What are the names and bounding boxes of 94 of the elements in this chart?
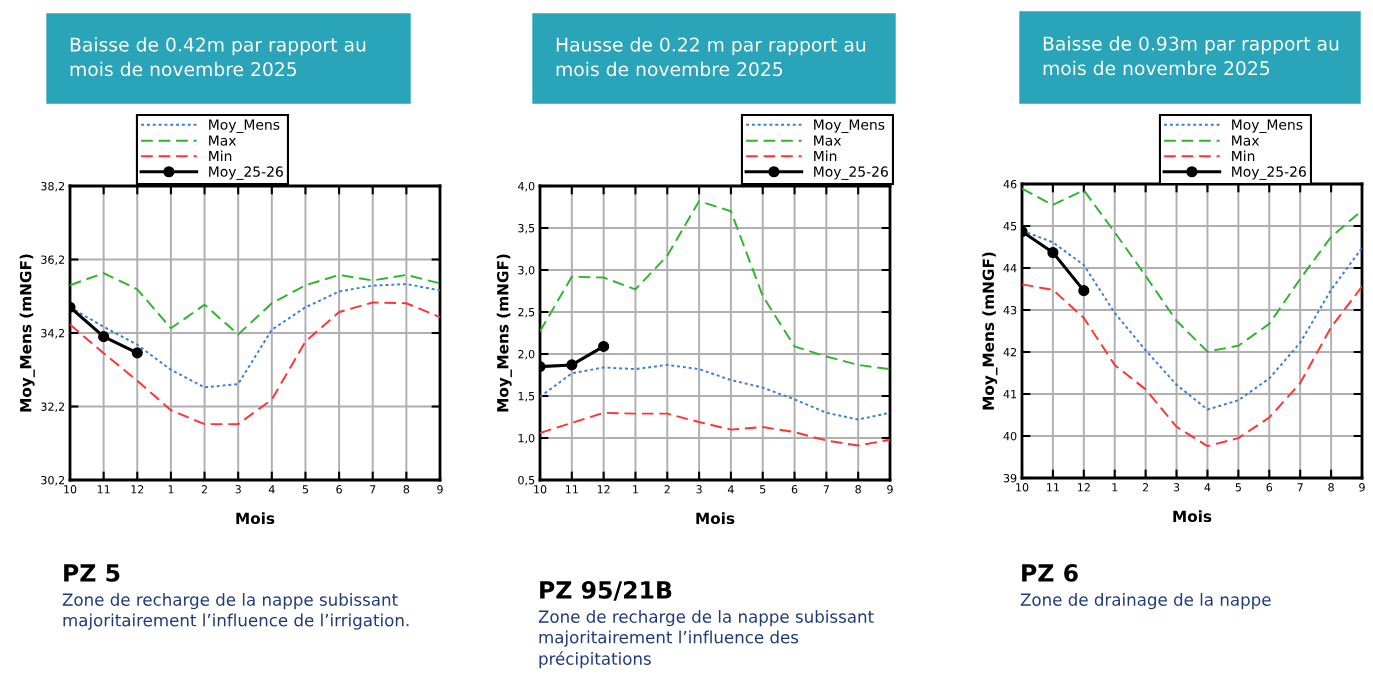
legend-label: Min [209, 150, 232, 162]
point [1047, 246, 1059, 259]
y-tick-label: 36,2 [41, 255, 65, 266]
x-tick-label: 7 [823, 485, 829, 494]
x-tick-label: 10 [534, 485, 547, 494]
x-tick-label: 11 [97, 485, 110, 494]
legend-label: Max [814, 135, 842, 146]
text: Zone de recharge de la nappe subissant majoritairement l’influence des précipitations [538, 610, 874, 669]
text: Zone de drainage de la nappe [1020, 593, 1271, 610]
x-tick-label: 4 [727, 485, 734, 494]
legend-label: Max [209, 135, 237, 146]
legend-label: Moy_25-26 [1232, 166, 1306, 180]
y-tick-label: 39 [1003, 473, 1017, 483]
x-tick-label: 12 [1077, 483, 1090, 492]
text: Zone de recharge de la nappe subissant majoritairement l’influence de l’irrigation. [62, 593, 409, 630]
x-tick-label: 6 [336, 485, 342, 494]
y-tick-label: 44 [1003, 264, 1017, 273]
text: PZ 6 [1022, 564, 1078, 582]
x-tick-label: 10 [64, 485, 77, 494]
y-tick-label: 2,0 [518, 349, 535, 360]
y-axis-title: Moy_Mens (mNGF) [982, 252, 998, 410]
y-tick-label: 41 [1003, 390, 1017, 399]
y-tick-label: 3,5 [518, 223, 535, 234]
x-tick-label: 10 [1016, 483, 1029, 492]
y-tick-label: 2,5 [518, 307, 535, 318]
legend-label: Moy_Mens [1232, 119, 1303, 133]
x-tick-label: 5 [1235, 483, 1241, 492]
y-axis-title: Moy_Mens (mNGF) [19, 254, 35, 412]
x-tick-label: 5 [302, 485, 309, 494]
line-series [70, 272, 440, 336]
x-tick-label: 4 [1204, 483, 1211, 492]
y-tick-label: 1,0 [518, 433, 535, 444]
y-tick-label: 32,2 [41, 402, 65, 413]
x-tick-label: 6 [791, 485, 798, 494]
point [98, 331, 110, 343]
y-tick-label: 40 [1003, 431, 1017, 441]
x-tick-label: 1 [1112, 483, 1118, 492]
y-tick-label: 1,5 [518, 392, 535, 402]
x-tick-label: 7 [1297, 483, 1303, 492]
point [1078, 285, 1090, 297]
x-tick-label: 6 [1266, 483, 1273, 492]
x-tick-label: 3 [1173, 483, 1180, 492]
x-tick-label: 2 [1142, 483, 1149, 492]
x-tick-label: 8 [855, 485, 861, 494]
legend-label: Moy_25-26 [209, 166, 283, 180]
x-tick-label: 2 [201, 485, 207, 494]
legend-label: Moy_Mens [814, 119, 885, 133]
legend-label: Moy_25-26 [814, 166, 888, 180]
x-tick-label: 9 [437, 485, 443, 494]
line-series [540, 200, 890, 371]
legend-label: Moy_Mens [209, 119, 280, 133]
legend-label: Max [1232, 135, 1260, 146]
x-tick-label: 8 [403, 485, 410, 494]
chart-title: Baisse de 0.93m par rapport au mois de novembre 2025 [1043, 36, 1339, 76]
y-tick-label: 0,5 [518, 475, 535, 486]
x-axis-title: Mois [696, 512, 735, 525]
x-tick-label: 3 [696, 485, 702, 494]
y-tick-label: 3,0 [518, 265, 535, 276]
y-tick-label: 34,2 [41, 328, 65, 339]
x-tick-label: 7 [370, 485, 376, 494]
y-tick-label: 30,2 [41, 475, 65, 486]
x-tick-label: 12 [597, 485, 610, 494]
y-tick-label: 42 [1003, 347, 1017, 357]
x-tick-label: 11 [565, 485, 578, 494]
x-axis-title: Mois [236, 512, 275, 525]
x-tick-label: 4 [268, 485, 275, 494]
line-series [1022, 283, 1362, 448]
text: PZ 95/21B [540, 580, 672, 601]
x-tick-label: 11 [1047, 483, 1059, 492]
x-tick-label: 1 [168, 485, 174, 494]
line-series [540, 363, 890, 421]
x-tick-label: 1 [633, 485, 638, 494]
x-tick-label: 9 [1359, 483, 1365, 492]
x-tick-label: 8 [1328, 483, 1334, 492]
x-tick-label: 9 [887, 485, 893, 494]
x-tick-label: 5 [760, 485, 766, 494]
point [131, 347, 143, 359]
x-axis-title: Mois [1173, 510, 1212, 523]
x-tick-label: 2 [664, 485, 670, 494]
chart-title: Hausse de 0.22 m par rapport au mois de novembre 2025 [556, 37, 866, 77]
y-tick-label: 46 [1003, 179, 1017, 189]
chart-title: Baisse de 0.42m par rapport au mois de novembre 2025 [70, 37, 366, 77]
x-tick-label: 12 [131, 485, 144, 494]
y-tick-label: 4,0 [518, 181, 535, 192]
line-series [70, 301, 440, 426]
y-tick-label: 43 [1003, 305, 1017, 315]
line-series [540, 411, 890, 447]
x-tick-label: 3 [235, 485, 241, 494]
y-axis-title: Moy_Mens (mNGF) [496, 254, 512, 412]
legend-label: Min [1232, 150, 1255, 162]
legend-label: Min [814, 150, 837, 162]
text: PZ 5 [64, 564, 120, 582]
y-tick-label: 45 [1003, 222, 1017, 231]
y-tick-label: 38,2 [41, 181, 65, 192]
